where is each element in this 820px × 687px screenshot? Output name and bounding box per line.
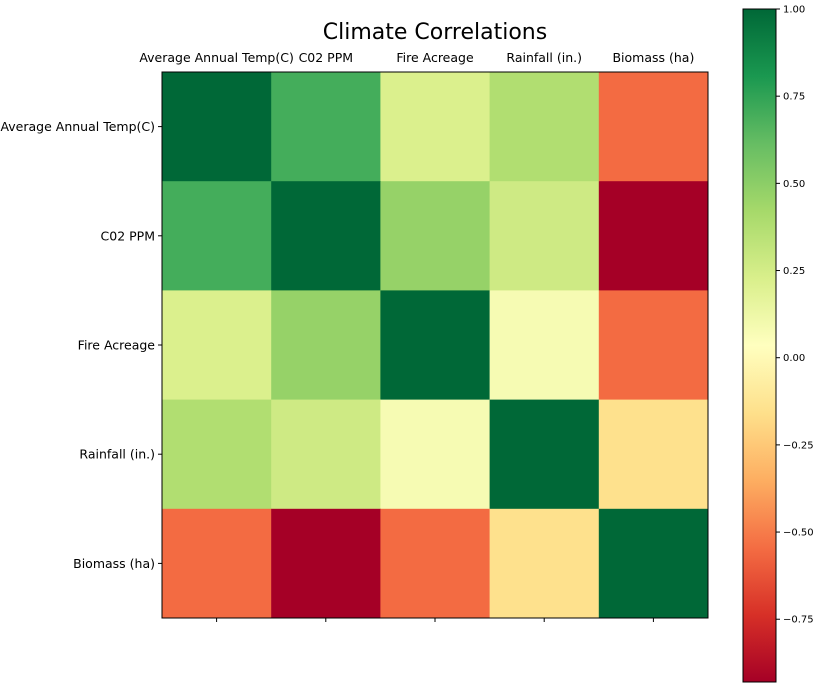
heatmap-cell-biomass-ha-x-c02-ppm xyxy=(271,508,381,619)
heatmap-cell-c02-ppm-x-average-annual-temp-c xyxy=(162,181,272,291)
heatmap-cell-rainfall-in-x-average-annual-temp-c xyxy=(162,399,272,510)
colorbar-tick-label: 0.25 xyxy=(783,266,805,277)
x-tick-label-biomass-ha: Biomass (ha) xyxy=(612,50,694,65)
heatmap-cell-fire-acreage-x-fire-acreage xyxy=(380,290,491,401)
heatmap-cell-c02-ppm-x-c02-ppm xyxy=(271,181,381,291)
heatmap-cell-biomass-ha-x-average-annual-temp-c xyxy=(162,508,272,619)
heatmap-cell-average-annual-temp-c-x-average-annual-temp-c xyxy=(162,72,272,182)
heatmap-cell-c02-ppm-x-rainfall-in xyxy=(489,181,600,291)
heatmap-cell-c02-ppm-x-biomass-ha xyxy=(598,181,709,291)
heatmap-cell-fire-acreage-x-rainfall-in xyxy=(489,290,600,401)
x-tick-label-fire-acreage: Fire Acreage xyxy=(396,50,474,65)
x-tick-label-average-annual-temp-c: Average Annual Temp(C) xyxy=(139,50,294,65)
heatmap-cells xyxy=(162,72,709,619)
heatmap-cell-average-annual-temp-c-x-biomass-ha xyxy=(598,72,709,182)
y-tick-label-biomass-ha: Biomass (ha) xyxy=(73,556,155,571)
y-axis-ticks: Average Annual Temp(C) C02 PPM Fire Acreag… xyxy=(0,119,162,571)
colorbar-tick-label: 0.75 xyxy=(783,92,805,103)
heatmap-cell-biomass-ha-x-biomass-ha xyxy=(598,508,709,619)
heatmap-cell-c02-ppm-x-fire-acreage xyxy=(380,181,491,291)
heatmap-cell-average-annual-temp-c-x-rainfall-in xyxy=(489,72,600,182)
heatmap-cell-rainfall-in-x-rainfall-in xyxy=(489,399,600,510)
colorbar-tick-label: 0.00 xyxy=(783,353,805,364)
chart-title: Climate Correlations xyxy=(323,20,547,45)
heatmap-cell-fire-acreage-x-biomass-ha xyxy=(598,290,709,401)
heatmap-cell-fire-acreage-x-c02-ppm xyxy=(271,290,381,401)
y-tick-label-average-annual-temp-c: Average Annual Temp(C) xyxy=(0,119,155,134)
x-axis-ticks: Average Annual Temp(C) C02 PPM Fire Acreag… xyxy=(139,50,694,622)
y-tick-label-rainfall-in: Rainfall (in.) xyxy=(79,447,155,462)
colorbar-ticks: 1.00 0.75 0.50 0.25 0.00 −0.25 −0.50 −0.75 xyxy=(776,5,814,626)
colorbar-tick-label: −0.50 xyxy=(783,528,814,539)
colorbar-tick-label: −0.75 xyxy=(783,615,814,626)
heatmap-cell-biomass-ha-x-rainfall-in xyxy=(489,508,600,619)
heatmap-cell-rainfall-in-x-fire-acreage xyxy=(380,399,491,510)
colorbar-tick-label: 1.00 xyxy=(783,5,805,16)
heatmap-cell-biomass-ha-x-fire-acreage xyxy=(380,508,491,619)
y-tick-label-fire-acreage: Fire Acreage xyxy=(78,338,156,353)
heatmap-cell-average-annual-temp-c-x-fire-acreage xyxy=(380,72,491,182)
colorbar: 1.00 0.75 0.50 0.25 0.00 −0.25 −0.50 −0.75 xyxy=(742,5,814,683)
x-tick-label-c02-ppm: C02 PPM xyxy=(299,50,353,65)
heatmap-cell-rainfall-in-x-biomass-ha xyxy=(598,399,709,510)
colorbar-gradient xyxy=(742,8,777,683)
colorbar-tick-label: −0.25 xyxy=(783,440,814,451)
heatmap-cell-fire-acreage-x-average-annual-temp-c xyxy=(162,290,272,401)
y-tick-label-c02-ppm: C02 PPM xyxy=(101,228,155,243)
heatmap-cell-average-annual-temp-c-x-c02-ppm xyxy=(271,72,381,182)
colorbar-tick-label: 0.50 xyxy=(783,179,805,190)
x-tick-label-rainfall-in: Rainfall (in.) xyxy=(506,50,582,65)
heatmap-cell-rainfall-in-x-c02-ppm xyxy=(271,399,381,510)
